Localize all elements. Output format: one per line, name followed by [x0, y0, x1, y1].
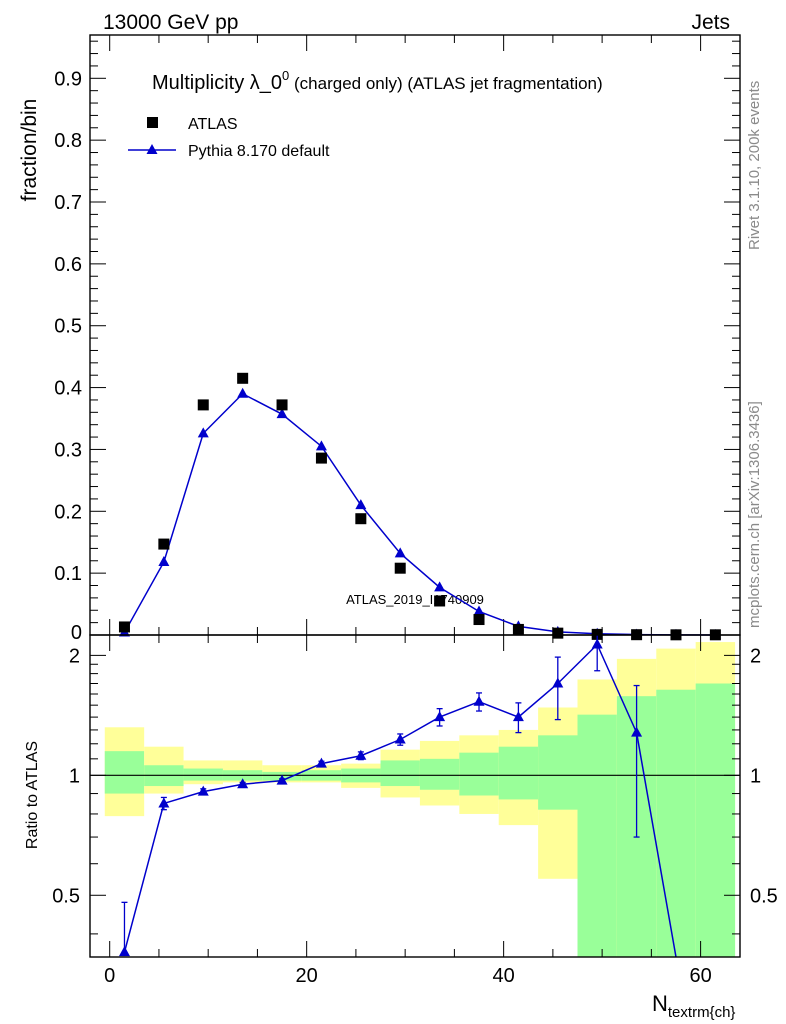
ratio-mc-series [118, 635, 677, 957]
main-y-tick-label: 0.7 [54, 192, 82, 214]
ratio-inner-band [538, 735, 578, 810]
ratio-y-tick-label: 1 [69, 765, 80, 787]
x-tick-label: 40 [493, 965, 515, 987]
ratio-mc-point [315, 757, 327, 768]
legend-data-label: ATLAS [188, 116, 238, 133]
ratio-mc-point [355, 749, 367, 760]
main-data-point [118, 621, 130, 633]
ratio-axis-ticks: 0.5 0.51 12 20 20 40 60 [52, 635, 778, 987]
main-mc-point [197, 427, 209, 438]
main-mc-line [123, 392, 716, 636]
ratio-mc-point [552, 677, 564, 688]
ratio-mc-point [158, 797, 170, 808]
header-energy-label: 13000 GeV pp [103, 11, 238, 34]
main-y-tick-label: 0.3 [54, 439, 82, 461]
main-data-point [276, 399, 288, 411]
legend-data-marker [147, 117, 158, 128]
ratio-mc-point [394, 733, 406, 744]
chart-title: Multiplicity λ_00 (charged only) (ATLAS … [152, 68, 603, 94]
main-data-point [552, 627, 564, 639]
x-axis-label: Ntextrm{ch} [652, 991, 735, 1021]
ratio-mc-point [512, 711, 524, 722]
main-data-point [158, 538, 170, 550]
ratio-inner-band [380, 760, 420, 787]
ratio-panel: 0.5 0.51 12 20 20 40 60 Ratio to ATLAS Ntextrm… [24, 634, 778, 1021]
ratio-mc-point [473, 695, 485, 706]
ratio-inner-band [498, 746, 539, 800]
main-axis-ticks: 0.1 0.2 0.3 0.4 0.5 0.6 0.7 0.8 0.9 0 [54, 35, 740, 644]
ratio-inner-band [419, 758, 460, 790]
main-data-point [315, 452, 327, 464]
main-mc-point [394, 547, 406, 558]
main-mc-point [315, 440, 327, 451]
ratio-mc-point [237, 778, 249, 789]
ratio-inner-band [459, 752, 499, 796]
rivet-version-label: Rivet 3.1.10, 200k events [746, 81, 763, 250]
ratio-y-tick-label: 2 [69, 645, 80, 667]
ratio-y-tick-label-right: 0.5 [750, 885, 778, 907]
x-tick-label: 20 [296, 965, 318, 987]
x-tick-label: 60 [689, 965, 711, 987]
ratio-inner-band [577, 714, 617, 957]
main-y-tick-label: 0.5 [54, 316, 82, 338]
ratio-mc-point [631, 726, 643, 737]
ratio-y-tick-label-right: 1 [750, 765, 761, 787]
ratio-mc-point [276, 774, 288, 785]
main-mc-point [355, 499, 367, 510]
ratio-inner-band [695, 683, 736, 957]
main-data-point [434, 595, 446, 607]
mcplots-reference-label: mcplots.cern.ch [arXiv:1306.3436] [746, 401, 763, 628]
main-y-tick-label: 0.9 [54, 68, 82, 90]
main-data-point [512, 623, 524, 635]
ratio-y-axis-label: Ratio to ATLAS [24, 741, 41, 849]
ratio-mc-point [118, 946, 130, 957]
main-mc-point [237, 387, 249, 398]
ratio-y-tick-label-right: 2 [750, 645, 761, 667]
main-y-tick-label: 0.1 [54, 563, 82, 585]
ratio-inner-band [183, 768, 223, 781]
main-y-axis-label: fraction/bin [18, 99, 41, 202]
main-y-zero-label: 0 [71, 622, 82, 644]
ratio-mc-point [197, 785, 209, 796]
legend-mc-label: Pythia 8.170 default [188, 143, 330, 160]
ratio-mc-point [591, 638, 603, 649]
main-mc-point [473, 605, 485, 616]
ratio-frame [89, 634, 741, 958]
main-mc-point [276, 408, 288, 419]
ratio-y-tick-label: 0.5 [52, 885, 80, 907]
main-y-tick-label: 0.6 [54, 254, 82, 276]
main-data-point [473, 614, 485, 626]
x-tick-label: 0 [104, 965, 115, 987]
main-y-tick-label: 0.2 [54, 501, 82, 523]
main-data-point [394, 562, 406, 574]
main-mc-point [434, 581, 446, 592]
main-data-point [237, 372, 249, 384]
header-process-label: Jets [691, 11, 730, 34]
legend: ATLAS Pythia 8.170 default [128, 116, 330, 160]
analysis-watermark: ATLAS_2019_I1740909 [346, 592, 484, 607]
ratio-mc-point [434, 711, 446, 722]
main-data-point [197, 399, 209, 411]
main-data-point [355, 513, 367, 525]
ratio-bands [104, 642, 736, 957]
ratio-inner-band [104, 751, 145, 794]
main-y-tick-label: 0.4 [54, 378, 82, 400]
main-y-tick-label: 0.8 [54, 130, 82, 152]
main-mc-point [158, 556, 170, 567]
ratio-inner-band [656, 689, 696, 957]
main-panel: ATLAS_2019_I1740909 0.10.20.30.40.50.60.… [18, 34, 741, 644]
legend-mc-marker [146, 144, 158, 154]
